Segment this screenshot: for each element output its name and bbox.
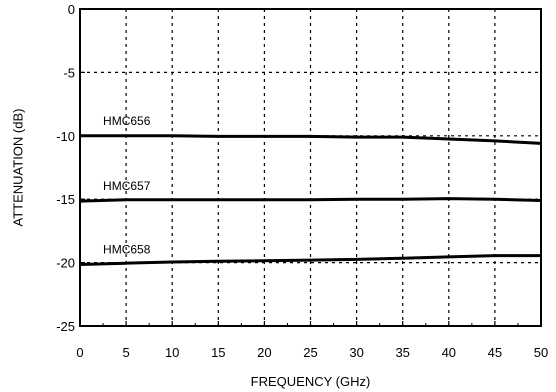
x-tick-label: 15	[211, 345, 225, 360]
data-point-hmc656	[263, 135, 266, 138]
x-tick-label: 0	[76, 345, 83, 360]
data-point-hmc656	[309, 135, 312, 138]
data-point-hmc657	[448, 197, 450, 200]
x-tick-label: 10	[165, 345, 179, 360]
data-point-hmc657	[540, 199, 542, 202]
y-tick-label: -5	[63, 65, 75, 80]
data-point-hmc658	[540, 254, 542, 257]
x-tick-label: 50	[534, 345, 548, 360]
data-point-hmc656	[217, 135, 220, 138]
y-tick-label: -15	[56, 192, 75, 207]
tick-labels: 0 5 10 15 20 25 30 35 40 45 50 0 -5 -10 -15 -20 -25	[56, 2, 548, 360]
data-point-hmc657	[171, 199, 173, 201]
data-point-hmc657	[217, 199, 220, 201]
data-point-hmc656	[494, 140, 496, 142]
data-point-hmc658	[263, 259, 266, 262]
y-tick-label: -20	[56, 256, 75, 271]
plot-area-frame	[79, 8, 542, 327]
y-axis-title: ATTENUATION (dB)	[10, 109, 25, 227]
data-point-hmc656	[401, 136, 404, 138]
tick-marks	[79, 8, 542, 327]
data-point-hmc658	[217, 260, 220, 263]
x-axis-title: FREQUENCY (GHz)	[251, 374, 371, 389]
data-point-hmc657	[309, 199, 312, 201]
data-point-hmc658	[494, 254, 496, 257]
series-label-hmc658: HMC658	[103, 243, 151, 257]
data-point-hmc656	[540, 142, 542, 145]
data-point-hmc657	[79, 200, 81, 202]
data-point-hmc656	[355, 136, 358, 138]
data-point-hmc658	[79, 263, 81, 266]
data-point-hmc656	[79, 135, 81, 137]
data-point-hmc658	[448, 256, 450, 258]
data-point-hmc658	[355, 258, 358, 261]
y-tick-label: 0	[68, 2, 75, 17]
y-tick-label: -10	[56, 129, 75, 144]
series-layer: HMC656 HMC657 HMC658	[79, 114, 542, 266]
x-tick-label: 45	[488, 345, 502, 360]
x-tick-label: 5	[122, 345, 129, 360]
data-point-hmc656	[171, 135, 173, 137]
data-point-hmc656	[125, 135, 127, 137]
data-point-hmc658	[309, 259, 312, 261]
y-tick-label: -25	[56, 319, 75, 334]
series-label-hmc656: HMC656	[103, 114, 151, 128]
data-point-hmc658	[171, 261, 173, 263]
x-tick-label: 20	[257, 345, 271, 360]
grid-layer	[80, 9, 541, 326]
x-tick-label: 30	[349, 345, 363, 360]
x-tick-label: 35	[395, 345, 409, 360]
x-tick-label: 25	[303, 345, 317, 360]
data-point-hmc657	[401, 198, 404, 200]
x-tick-label: 40	[442, 345, 456, 360]
data-point-hmc657	[494, 198, 496, 200]
data-point-hmc658	[125, 262, 127, 265]
data-point-hmc656	[448, 138, 450, 140]
data-point-hmc658	[401, 257, 404, 259]
data-point-hmc657	[355, 198, 358, 200]
data-point-hmc657	[263, 199, 266, 201]
series-label-hmc657: HMC657	[103, 179, 151, 193]
data-point-hmc657	[125, 199, 127, 201]
